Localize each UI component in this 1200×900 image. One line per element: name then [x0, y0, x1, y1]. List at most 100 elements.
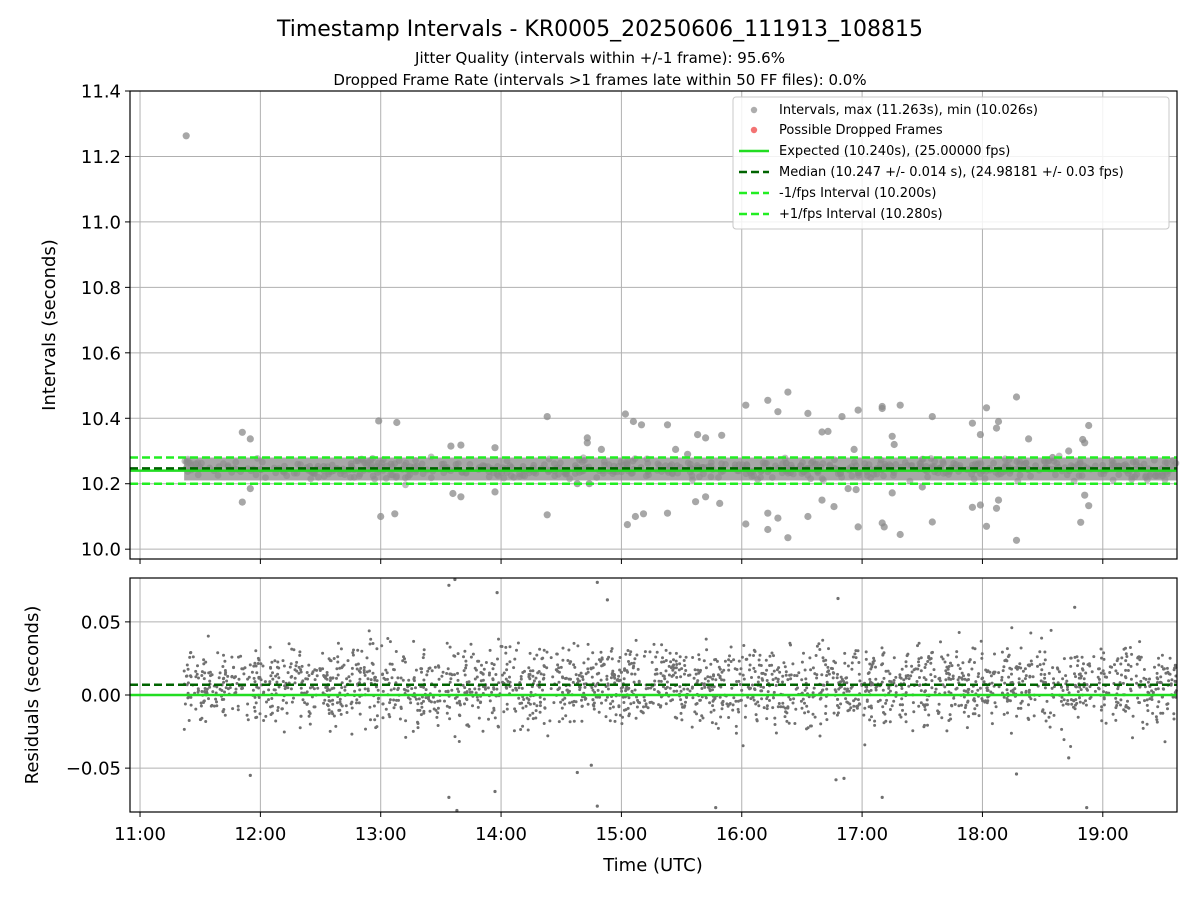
- residual-point: [682, 659, 686, 662]
- residual-point: [678, 685, 682, 689]
- residual-point: [414, 697, 418, 701]
- residual-point: [557, 666, 561, 670]
- interval-point: [543, 511, 551, 519]
- residual-point: [1145, 722, 1149, 726]
- residual-point: [800, 706, 804, 710]
- residual-point: [639, 709, 643, 713]
- intervals-band-point: [1132, 458, 1140, 466]
- intervals-band-point: [551, 472, 559, 480]
- residual-point: [351, 651, 355, 655]
- residual-point: [865, 699, 869, 703]
- residual-point: [561, 658, 565, 662]
- residual-point: [821, 656, 825, 660]
- residual-point: [1137, 701, 1141, 704]
- residual-point: [946, 653, 950, 657]
- residual-point: [765, 668, 769, 672]
- residual-point: [456, 678, 460, 682]
- residual-point: [458, 714, 462, 718]
- residual-point: [975, 703, 979, 707]
- residual-point: [661, 656, 664, 660]
- interval-point: [583, 434, 591, 442]
- residual-outlier-point: [605, 598, 610, 602]
- residual-point: [436, 706, 440, 710]
- residual-point: [911, 729, 915, 733]
- residual-point: [572, 663, 576, 667]
- intervals-band-point: [977, 460, 985, 468]
- residual-point: [271, 671, 274, 675]
- residual-point: [418, 708, 422, 712]
- residual-point: [245, 713, 249, 717]
- residual-point: [691, 656, 695, 659]
- residual-point: [1156, 677, 1160, 681]
- residual-point: [350, 666, 354, 670]
- residual-point: [786, 678, 790, 682]
- residual-point: [847, 708, 851, 712]
- residual-point: [912, 710, 916, 714]
- residual-point: [563, 696, 567, 700]
- residual-point: [548, 719, 552, 723]
- residual-point: [811, 691, 815, 695]
- residual-point: [1111, 712, 1115, 716]
- residual-point: [827, 672, 831, 676]
- residual-point: [420, 705, 424, 709]
- residual-point: [679, 698, 683, 702]
- residual-point: [558, 686, 561, 690]
- residual-point: [390, 662, 394, 666]
- residual-point: [345, 711, 349, 714]
- residual-point: [187, 695, 191, 699]
- residual-point: [882, 676, 886, 680]
- residual-point: [305, 702, 309, 706]
- intervals-band-point: [916, 463, 924, 470]
- residual-point: [831, 676, 835, 680]
- residual-point: [884, 669, 888, 673]
- residual-point: [1129, 687, 1132, 691]
- residual-point: [214, 697, 218, 701]
- residual-point: [1121, 681, 1125, 685]
- residual-point: [1085, 683, 1089, 687]
- interval-point: [976, 431, 985, 439]
- residual-point: [433, 665, 437, 669]
- residual-point: [301, 698, 305, 702]
- residual-point: [592, 704, 596, 708]
- residual-point: [997, 685, 1001, 689]
- residual-point: [824, 704, 828, 708]
- residual-point: [235, 682, 239, 685]
- residual-point: [511, 688, 515, 692]
- residual-point: [269, 665, 272, 669]
- residual-point: [1129, 677, 1133, 681]
- residual-point: [870, 715, 873, 719]
- residual-point: [408, 697, 412, 701]
- residual-point: [754, 713, 758, 717]
- residual-point: [496, 657, 499, 661]
- residual-point: [946, 667, 950, 671]
- residual-point: [355, 701, 358, 705]
- residual-point: [250, 670, 254, 674]
- residual-point: [1120, 673, 1123, 677]
- residual-point: [693, 668, 697, 672]
- residual-point: [355, 667, 359, 671]
- residual-point: [473, 666, 477, 670]
- residual-point: [739, 667, 743, 671]
- residual-point: [1167, 679, 1171, 683]
- interval-point: [716, 499, 724, 507]
- residual-point: [947, 690, 951, 694]
- residual-point: [1042, 662, 1046, 666]
- residual-point: [290, 647, 294, 651]
- residual-point: [1047, 715, 1051, 719]
- residual-point: [930, 651, 934, 655]
- interval-point: [992, 424, 1001, 432]
- intervals-band-point: [1016, 460, 1023, 468]
- residual-point: [709, 710, 713, 714]
- residual-point: [697, 657, 701, 661]
- residual-point: [956, 678, 960, 682]
- residual-point: [1035, 655, 1039, 659]
- residual-point: [803, 688, 807, 692]
- residuals-points: [182, 577, 1178, 813]
- residual-point: [704, 637, 708, 641]
- residual-point: [488, 648, 492, 652]
- residual-point: [679, 711, 683, 715]
- residual-point: [1166, 702, 1170, 706]
- residual-point: [737, 659, 741, 663]
- residual-point: [336, 673, 340, 677]
- residual-point: [456, 687, 460, 691]
